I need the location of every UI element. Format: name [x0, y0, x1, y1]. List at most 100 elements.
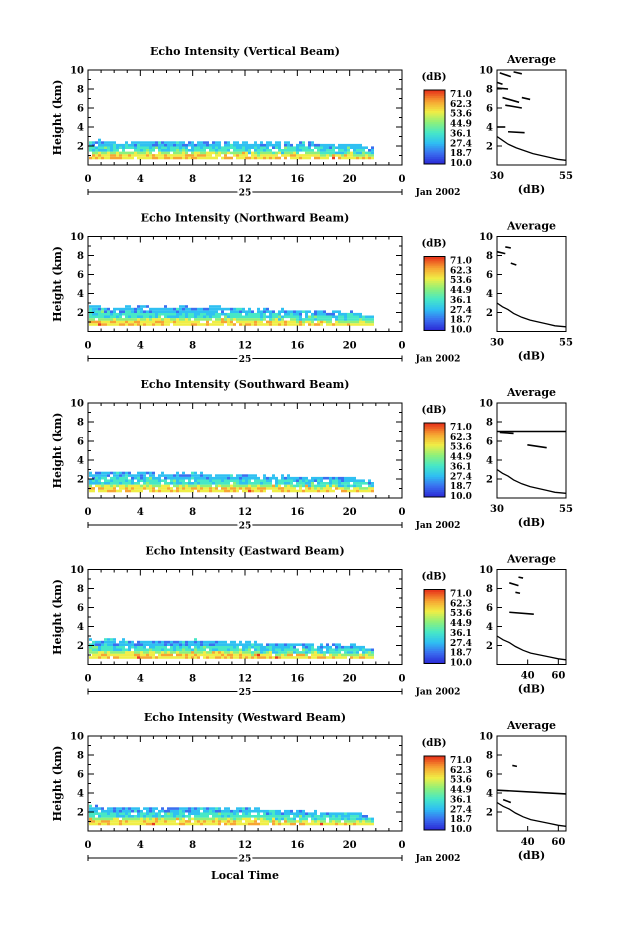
colorbar-frame	[423, 589, 446, 664]
colorbar-tick-label: 62.3	[450, 433, 472, 443]
echo-cell	[182, 320, 185, 324]
echo-cell	[269, 820, 272, 823]
colorbar-segment	[424, 456, 445, 459]
echo-cell	[152, 146, 155, 149]
echo-cell	[323, 656, 326, 659]
echo-cell	[284, 815, 287, 818]
echo-cell	[269, 323, 272, 326]
echo-cell	[158, 320, 161, 324]
echo-cell	[266, 320, 269, 324]
echo-cell	[122, 812, 125, 815]
echo-cell	[323, 310, 326, 313]
echo-cell	[200, 318, 203, 321]
echo-cell	[146, 809, 149, 813]
echo-cell	[281, 487, 284, 490]
day-label: 25	[239, 189, 252, 199]
echo-cell	[365, 482, 368, 485]
echo-cell	[230, 484, 233, 488]
echo-cell	[125, 653, 128, 657]
echo-cell	[290, 489, 293, 493]
echo-cell	[143, 318, 146, 321]
echo-cell	[134, 645, 137, 649]
echo-cell	[302, 648, 305, 652]
colorbar-segment	[424, 635, 445, 639]
echo-cell	[155, 156, 158, 160]
echo-cell	[101, 817, 104, 821]
echo-cell	[158, 640, 161, 644]
echo-cell	[275, 482, 278, 485]
echo-cell	[269, 812, 272, 815]
echo-cell	[332, 820, 335, 823]
echo-cell	[182, 149, 185, 152]
colorbar-segment	[424, 317, 445, 320]
echo-cell	[338, 156, 341, 160]
echo-cell	[257, 149, 260, 152]
echo-cell	[155, 651, 158, 654]
echo-cell	[200, 141, 203, 144]
echo-cell	[371, 651, 374, 654]
average-y-tick-label: 8	[486, 85, 493, 96]
echo-cell	[200, 645, 203, 649]
echo-cell	[203, 815, 206, 818]
echo-cell	[176, 315, 179, 319]
echo-cell	[116, 154, 119, 157]
echo-cell	[179, 651, 182, 654]
echo-cell	[323, 312, 326, 316]
echo-cell	[212, 312, 215, 316]
echo-cell	[167, 149, 170, 152]
echo-cell	[209, 817, 212, 821]
average-y-tick-label: 6	[486, 104, 493, 115]
x-tick-label: 16	[290, 507, 304, 518]
echo-cell	[347, 476, 350, 480]
echo-cell	[164, 476, 167, 480]
average-frame	[496, 236, 567, 332]
average-profile-segment	[499, 431, 514, 435]
echo-cell	[146, 484, 149, 488]
echo-cell	[131, 489, 134, 493]
echo-cell	[314, 648, 317, 652]
echo-cell	[191, 149, 194, 152]
echo-cell	[284, 648, 287, 652]
echo-cell	[137, 479, 140, 482]
echo-cell	[170, 809, 173, 813]
echo-cell	[173, 807, 176, 810]
echo-cell	[242, 812, 245, 815]
echo-cell	[194, 812, 197, 815]
echo-cell	[350, 643, 353, 646]
echo-cell	[164, 149, 167, 152]
echo-cell	[176, 656, 179, 659]
echo-cell	[335, 645, 338, 649]
echo-cell	[161, 307, 164, 311]
echo-cell	[203, 809, 206, 813]
echo-cell	[320, 648, 323, 652]
echo-cell	[344, 656, 347, 659]
y-tick-label: 4	[77, 123, 84, 134]
echo-cell	[164, 479, 167, 482]
echo-cell	[209, 146, 212, 149]
echo-cell	[101, 149, 104, 152]
echo-cell	[143, 482, 146, 485]
x-axis-title: Local Time	[211, 869, 279, 882]
echo-cell	[257, 489, 260, 493]
echo-cell	[257, 487, 260, 490]
echo-cell	[95, 645, 98, 649]
echo-cell	[143, 320, 146, 324]
echo-cell	[266, 820, 269, 823]
echo-cell	[113, 820, 116, 823]
echo-cell	[173, 643, 176, 646]
echo-cell	[308, 651, 311, 654]
echo-cell	[299, 809, 302, 813]
echo-cell	[368, 315, 371, 319]
date-label: Jan 2002	[415, 188, 461, 198]
echo-cell	[98, 156, 101, 160]
colorbar-segment	[424, 467, 445, 470]
echo-cell	[206, 479, 209, 482]
echo-cell	[365, 820, 368, 823]
echo-cell	[329, 487, 332, 490]
echo-cell	[263, 648, 266, 652]
echo-cell	[242, 474, 245, 477]
colorbar-segment	[424, 319, 445, 322]
echo-cell	[137, 484, 140, 488]
echo-cell	[287, 809, 290, 813]
colorbar-segment	[424, 278, 445, 282]
